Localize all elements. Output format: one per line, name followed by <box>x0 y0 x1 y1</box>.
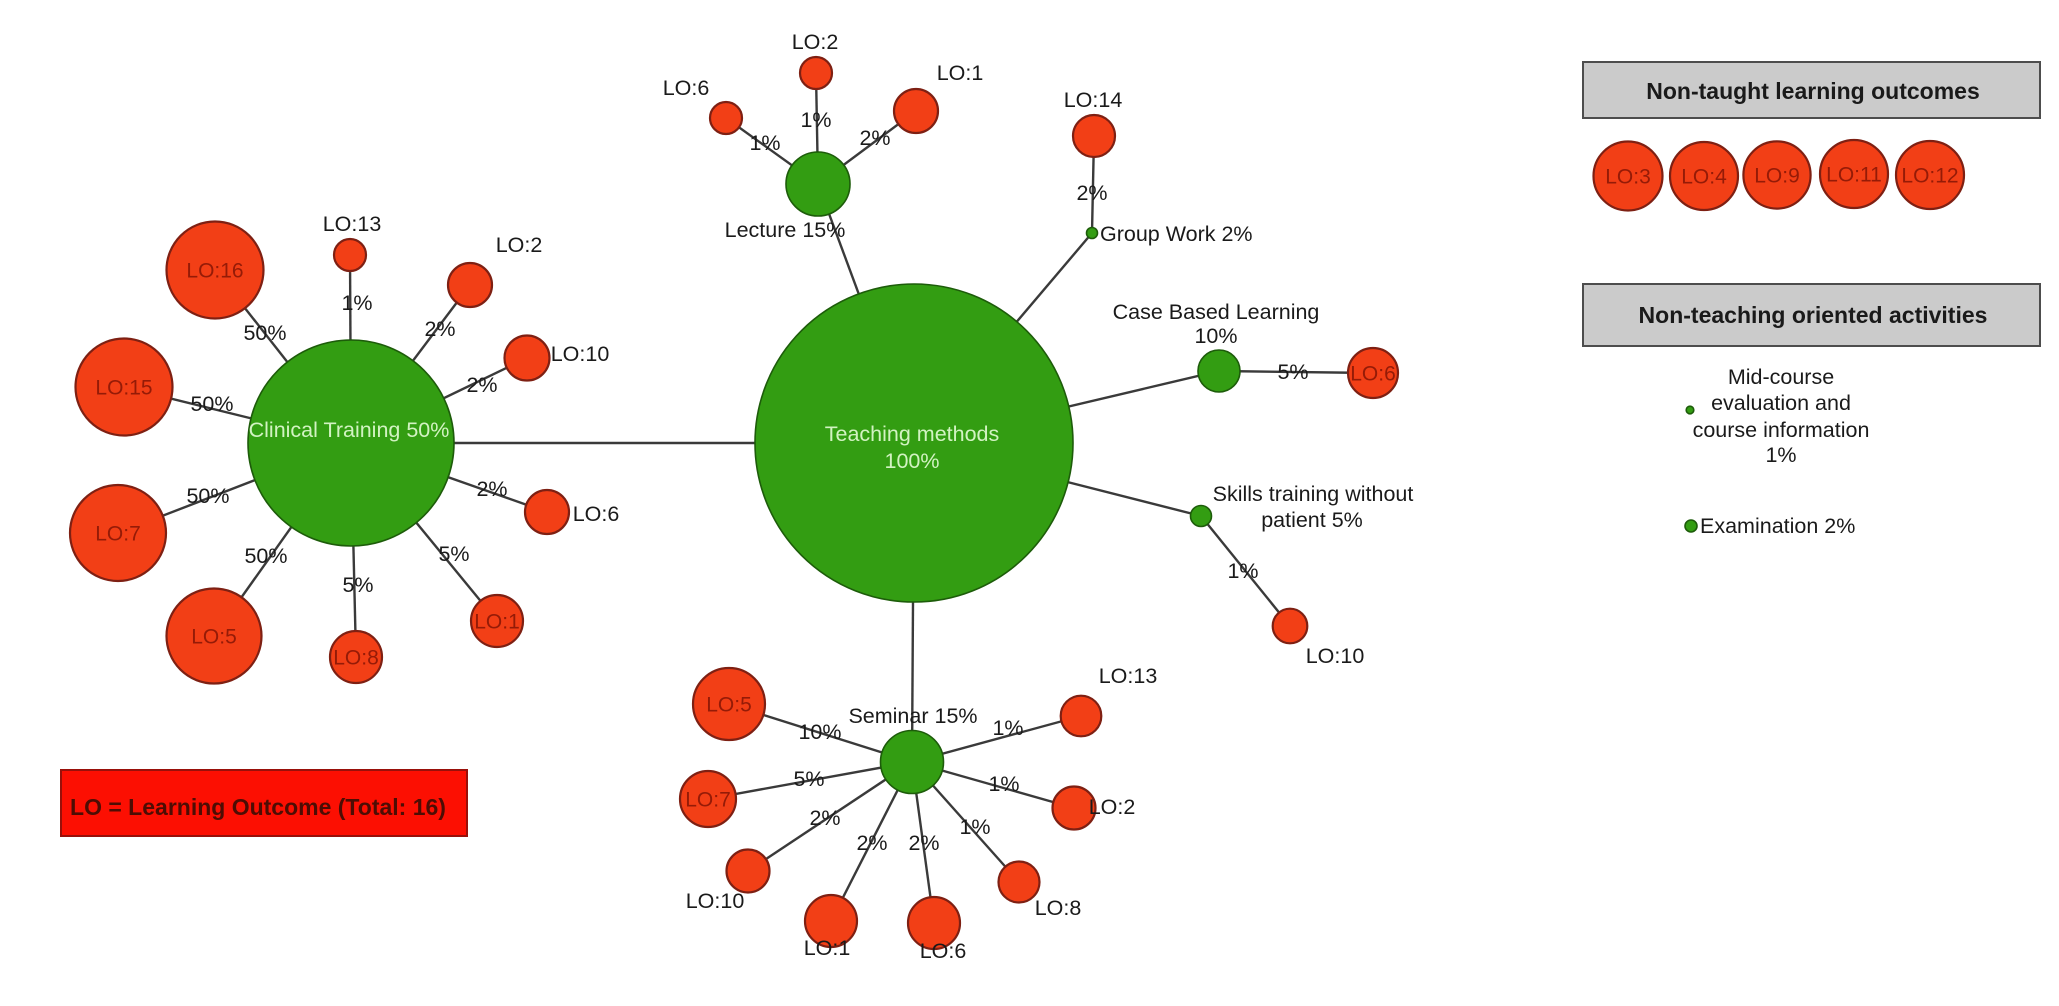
svg-text:LO:3: LO:3 <box>1605 166 1651 189</box>
svg-text:LO:16: LO:16 <box>186 260 243 283</box>
svg-text:LO:10: LO:10 <box>551 342 610 366</box>
svg-text:LO = Learning Outcome (Total:: LO = Learning Outcome (Total: 16) <box>70 794 446 820</box>
svg-text:LO:13: LO:13 <box>323 212 382 236</box>
svg-text:1%: 1% <box>749 131 780 155</box>
svg-text:1%: 1% <box>1227 559 1258 583</box>
svg-text:5%: 5% <box>1277 360 1308 384</box>
svg-text:Mid-course: Mid-course <box>1728 365 1834 389</box>
svg-text:100%: 100% <box>885 449 940 473</box>
svg-text:LO:10: LO:10 <box>686 889 745 913</box>
svg-text:50%: 50% <box>186 484 229 508</box>
svg-text:1%: 1% <box>988 772 1019 796</box>
svg-text:Case Based Learning: Case Based Learning <box>1113 300 1320 324</box>
svg-text:2%: 2% <box>809 806 840 830</box>
svg-text:LO:5: LO:5 <box>191 626 237 649</box>
svg-text:5%: 5% <box>342 573 373 597</box>
svg-text:50%: 50% <box>190 392 233 416</box>
svg-text:LO:9: LO:9 <box>1754 165 1800 188</box>
svg-text:LO:12: LO:12 <box>1901 165 1958 188</box>
svg-text:LO:11: LO:11 <box>1826 164 1882 187</box>
svg-text:LO:2: LO:2 <box>792 30 839 54</box>
svg-text:1%: 1% <box>959 815 990 839</box>
svg-text:LO:1: LO:1 <box>804 936 851 960</box>
svg-text:50%: 50% <box>243 321 286 345</box>
svg-text:10%: 10% <box>798 720 841 744</box>
svg-text:LO:13: LO:13 <box>1099 664 1158 688</box>
svg-text:LO:8: LO:8 <box>1035 896 1082 920</box>
svg-text:Seminar 15%: Seminar 15% <box>848 704 977 728</box>
svg-text:evaluation and: evaluation and <box>1711 391 1851 415</box>
svg-text:LO:6: LO:6 <box>920 939 967 963</box>
svg-text:Group Work 2%: Group Work 2% <box>1100 222 1253 246</box>
svg-text:Lecture 15%: Lecture 15% <box>725 218 846 242</box>
svg-text:10%: 10% <box>1194 324 1237 348</box>
svg-text:LO:6: LO:6 <box>573 502 620 526</box>
svg-text:LO:14: LO:14 <box>1064 88 1123 112</box>
svg-text:course information: course information <box>1693 418 1870 442</box>
svg-text:LO:7: LO:7 <box>685 789 731 812</box>
svg-text:2%: 2% <box>856 831 887 855</box>
svg-text:LO:2: LO:2 <box>496 233 543 257</box>
svg-text:LO:1: LO:1 <box>474 611 520 634</box>
svg-text:Examination 2%: Examination 2% <box>1700 514 1855 538</box>
svg-text:Non-teaching oriented activiti: Non-teaching oriented activities <box>1639 302 1988 328</box>
svg-text:patient 5%: patient 5% <box>1261 508 1363 532</box>
svg-text:5%: 5% <box>793 767 824 791</box>
svg-text:1%: 1% <box>992 716 1023 740</box>
svg-text:2%: 2% <box>424 317 455 341</box>
svg-text:2%: 2% <box>466 373 497 397</box>
svg-text:50%: 50% <box>244 544 287 568</box>
svg-text:1%: 1% <box>1765 443 1796 467</box>
svg-text:Clinical Training 50%: Clinical Training 50% <box>249 418 450 442</box>
svg-text:LO:2: LO:2 <box>1089 795 1136 819</box>
svg-text:Skills training without: Skills training without <box>1213 482 1414 506</box>
svg-text:Teaching methods: Teaching methods <box>825 422 1000 446</box>
svg-text:LO:8: LO:8 <box>333 647 379 670</box>
svg-text:LO:10: LO:10 <box>1306 644 1365 668</box>
svg-text:1%: 1% <box>800 108 831 132</box>
svg-text:LO:6: LO:6 <box>1350 363 1396 386</box>
svg-text:LO:5: LO:5 <box>706 694 752 717</box>
svg-text:LO:7: LO:7 <box>95 523 141 546</box>
svg-text:2%: 2% <box>476 477 507 501</box>
svg-text:1%: 1% <box>341 291 372 315</box>
svg-text:LO:15: LO:15 <box>95 377 152 400</box>
svg-text:5%: 5% <box>438 542 469 566</box>
svg-text:LO:6: LO:6 <box>663 76 710 100</box>
svg-text:2%: 2% <box>1076 181 1107 205</box>
svg-text:LO:4: LO:4 <box>1681 166 1727 189</box>
svg-text:2%: 2% <box>908 831 939 855</box>
svg-text:Non-taught learning outcomes: Non-taught learning outcomes <box>1646 78 1980 104</box>
svg-text:2%: 2% <box>859 126 890 150</box>
svg-text:LO:1: LO:1 <box>937 61 984 85</box>
